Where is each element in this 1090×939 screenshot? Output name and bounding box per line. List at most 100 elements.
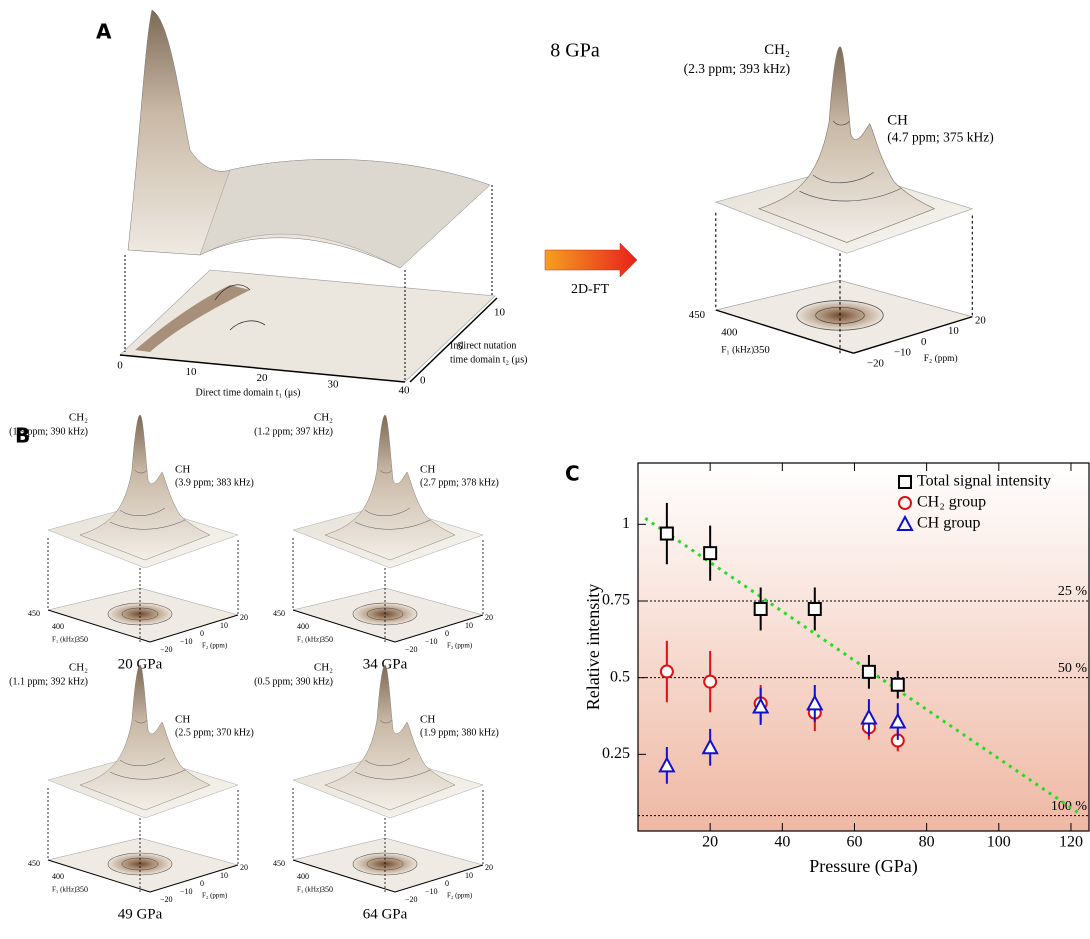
f2-tick-label: 10 [465,621,473,630]
ch2-detail: (1.9 ppm; 390 kHz) [9,426,88,437]
ch2-label: CH₂ [314,662,333,674]
f1-tick-label: 400 [721,326,737,338]
surface-peak [324,414,456,561]
f1-tick-label: 450 [28,609,40,618]
floor-contour [135,285,250,352]
f2-tick-label: 0 [200,629,204,638]
ch-label: CH [887,112,908,128]
y-axis-label: Indirect nutation [450,340,516,351]
ch2-label: CH₂ [314,412,333,424]
axis-line [47,609,151,643]
f2-tick-label: −10 [425,637,438,646]
f1-axis-label: F₁ (kHz) [52,886,77,894]
f2-tick-label: −20 [867,357,884,369]
y-tick-label: 0.5 [610,668,630,685]
surface-contour [799,120,901,202]
f2-tick-label: −20 [160,895,173,904]
f2-tick-label: −10 [180,637,193,646]
x-axis-label: Pressure (GPa) [809,856,917,877]
marker [806,694,824,711]
f1-axis-label: F₁ (kHz) [52,636,77,644]
ch2-label: CH₂ [764,42,790,58]
f2-tick-label: −20 [405,645,418,654]
f2-axis-label: F₂ (ppm) [924,353,958,364]
f2-tick-label: −10 [894,347,911,359]
x-tick-label: 30 [328,378,340,390]
x-tick-label: 20 [702,834,718,851]
f2-axis-label: F₂ (ppm) [447,892,473,900]
ch-detail: (2.5 ppm; 370 kHz) [175,727,254,738]
f1-tick-label: 400 [297,872,309,881]
marker [860,708,878,725]
ch-detail: (3.9 ppm; 383 kHz) [175,477,254,488]
panel-label: B [15,424,30,448]
f2-tick-label: −10 [180,887,193,896]
axis-line [853,316,973,354]
f1-tick-label: 450 [273,859,285,868]
f1-tick-label: 350 [321,885,333,894]
f2-tick-label: 20 [240,863,248,872]
f1-tick-label: 400 [297,622,309,631]
f2-tick-label: 20 [975,314,986,326]
ch-label: CH [420,714,435,726]
f2-tick-label: 20 [240,613,248,622]
legend-marker [898,496,912,510]
f1-tick-label: 350 [754,344,770,356]
marker [807,601,822,616]
x-tick-label: 40 [399,385,411,397]
y-axis [409,297,498,383]
ch-detail: (2.7 ppm; 378 kHz) [420,477,499,488]
surface-peak [79,664,211,811]
f1-tick-label: 350 [76,635,88,644]
y-tick-label: 0.25 [602,745,630,762]
x-tick-label: 0 [117,360,123,372]
surface-peak [79,414,211,561]
axis-line [47,859,151,893]
ch-label: CH [420,464,435,476]
f2-axis-label: F₂ (ppm) [447,642,473,650]
ch2-detail: (0.5 ppm; 390 kHz) [254,676,333,687]
marker [659,526,674,541]
f2-tick-label: −10 [425,887,438,896]
pressure-label: 8 GPa [550,40,600,62]
panel-label: C [565,462,580,486]
arrow-label: 2D-FT [571,282,610,297]
legend-marker [896,514,914,531]
f1-tick-label: 350 [321,635,333,644]
f1-tick-label: 450 [689,309,705,321]
y-tick-label: 1 [622,515,630,532]
f2-axis-label: F₂ (ppm) [202,642,228,650]
f2-tick-label: 10 [220,871,228,880]
f1-axis-label: F₁ (kHz) [297,636,322,644]
x-tick-label: 40 [774,834,790,851]
surface-contour [109,469,186,530]
legend-marker [898,475,912,489]
f2-tick-label: −20 [405,895,418,904]
pressure-label: 49 GPa [118,906,163,922]
x-tick-label: 80 [919,834,935,851]
f2-tick-label: −20 [160,645,173,654]
ch-detail: (4.7 ppm; 375 kHz) [887,130,993,145]
x-tick-label: 100 [987,834,1011,851]
y-axis-label: Relative intensity [583,584,603,710]
f2-tick-label: 0 [445,879,449,888]
floor-contour [214,284,266,331]
f1-tick-label: 400 [52,622,64,631]
legend-label: CH₂ group [917,494,986,511]
f1-tick-label: 450 [28,859,40,868]
marker [701,738,719,755]
ch2-label: CH₂ [69,412,88,424]
y-tick-label: 0 [420,375,426,387]
surface-peak [758,46,936,243]
f2-tick-label: 0 [200,879,204,888]
ch-detail: (1.9 ppm; 380 kHz) [420,727,499,738]
time-domain-plot [119,9,498,383]
marker [658,756,676,773]
surface-peak [324,664,456,811]
f2-tick-label: 20 [485,863,493,872]
marker [889,712,907,729]
